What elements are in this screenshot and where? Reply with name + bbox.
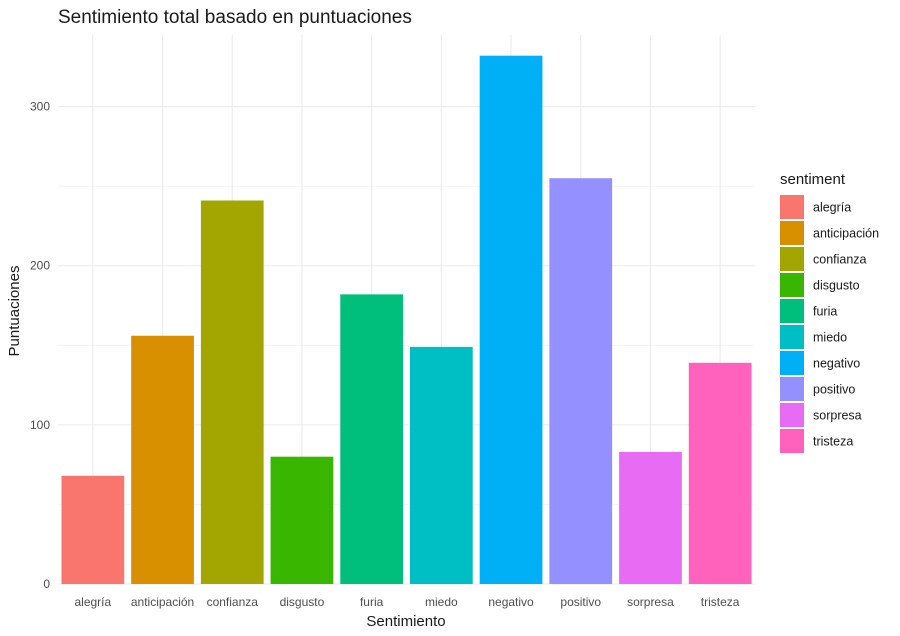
- x-tick-label: furia: [360, 595, 384, 609]
- legend-key: [780, 195, 804, 219]
- legend-key: [780, 221, 804, 245]
- y-tick-label: 100: [30, 418, 50, 432]
- legend-key: [780, 325, 804, 349]
- legend-label: anticipación: [813, 227, 879, 241]
- bar-disgusto: [270, 456, 334, 584]
- x-tick-label: sorpresa: [627, 595, 674, 609]
- x-tick-label: confianza: [207, 595, 259, 609]
- legend-label: furia: [813, 305, 837, 319]
- legend-label: positivo: [813, 383, 855, 397]
- bar-positivo: [549, 178, 613, 584]
- legend: sentiment alegría anticipación confianza di…: [780, 171, 879, 453]
- chart-title: Sentimiento total basado en puntuaciones: [58, 7, 412, 28]
- x-tick-label: disgusto: [280, 595, 325, 609]
- x-tick-label: alegría: [74, 595, 111, 609]
- legend-key: [780, 377, 804, 401]
- bar-miedo: [409, 346, 473, 584]
- bar-negativo: [479, 55, 543, 585]
- x-tick-label: miedo: [425, 595, 458, 609]
- x-axis-ticks: alegría anticipación confianza disgusto furi…: [74, 595, 739, 609]
- legend-key: [780, 351, 804, 375]
- bar-tristeza: [688, 362, 752, 584]
- legend-label: negativo: [813, 357, 860, 371]
- legend-key: [780, 273, 804, 297]
- legend-label: sorpresa: [813, 409, 862, 423]
- legend-title: sentiment: [780, 171, 846, 188]
- y-axis-ticks: 0 100 200 300: [30, 100, 50, 591]
- x-axis-title: Sentimiento: [366, 613, 445, 630]
- x-tick-label: positivo: [560, 595, 601, 609]
- legend-key: [780, 299, 804, 323]
- legend-label: confianza: [813, 253, 867, 267]
- legend-label: disgusto: [813, 279, 860, 293]
- bar-alegría: [61, 475, 125, 584]
- legend-key: [780, 247, 804, 271]
- x-tick-label: anticipación: [131, 595, 194, 609]
- legend-label: tristeza: [813, 435, 853, 449]
- y-axis-title: Puntuaciones: [6, 266, 23, 357]
- bar-furia: [340, 294, 404, 584]
- y-tick-label: 200: [30, 259, 50, 273]
- legend-key: [780, 403, 804, 427]
- legend-label: alegría: [813, 201, 851, 215]
- bar-sorpresa: [619, 451, 682, 584]
- bars: [61, 55, 752, 585]
- legend-label: miedo: [813, 331, 847, 345]
- x-tick-label: negativo: [488, 595, 534, 609]
- bar-anticipación: [131, 335, 194, 584]
- x-tick-label: tristeza: [701, 595, 740, 609]
- bar-confianza: [200, 200, 264, 584]
- y-tick-label: 0: [43, 577, 50, 591]
- legend-key: [780, 429, 804, 453]
- y-tick-label: 300: [30, 100, 50, 114]
